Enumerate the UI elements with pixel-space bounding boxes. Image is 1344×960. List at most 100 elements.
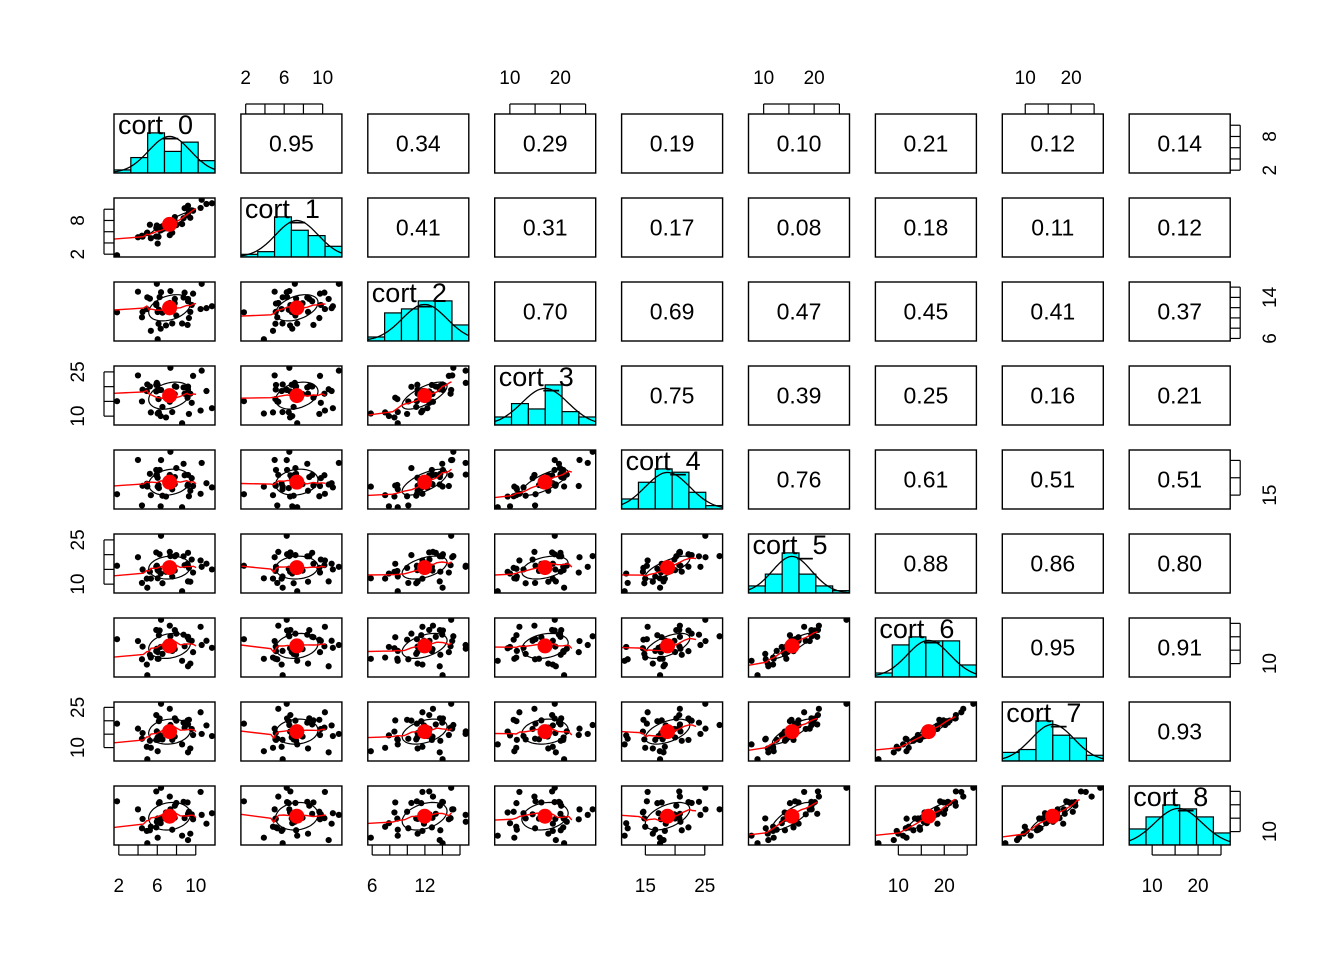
axis-bottom-cort_2: 6 12 [367, 845, 461, 897]
correlation-panel: 0.17 [620, 197, 724, 258]
data-point [510, 808, 517, 815]
data-point [801, 623, 808, 630]
mean-point [660, 560, 676, 576]
correlation-panel: 0.25 [874, 365, 978, 426]
mean-point [162, 808, 178, 824]
data-point [450, 450, 457, 455]
scatter-panel [620, 617, 724, 678]
correlation-panel: 0.75 [620, 365, 724, 426]
axis-right-cort_0: 28 [1230, 124, 1281, 175]
correlation-value: 0.95 [269, 131, 314, 157]
correlation-value: 0.31 [523, 215, 568, 241]
data-point [325, 749, 332, 756]
data-point [408, 630, 415, 637]
data-point [414, 745, 421, 752]
data-point [576, 456, 583, 464]
correlation-value: 0.95 [1030, 635, 1075, 661]
scatter-points [240, 450, 342, 509]
tick-label: 6 [279, 68, 290, 89]
histogram-bar [798, 573, 817, 593]
tick-label: 25 [68, 697, 89, 718]
data-point [166, 622, 173, 629]
data-point [748, 657, 755, 664]
data-point [702, 554, 709, 561]
scatter-panel [113, 701, 216, 762]
data-point [584, 563, 591, 570]
data-point [310, 560, 317, 567]
scatter-panel [620, 785, 724, 846]
data-point [802, 637, 809, 644]
scatter-points [621, 534, 723, 593]
data-point [656, 756, 664, 761]
scatter-points [114, 786, 215, 845]
data-point [445, 731, 452, 739]
correlation-value: 0.16 [1030, 383, 1075, 409]
data-point [189, 731, 197, 739]
data-point [114, 309, 121, 316]
data-point [1097, 786, 1104, 791]
tick-label: 2 [68, 249, 89, 260]
correlation-panel: 0.21 [1128, 365, 1231, 426]
data-point [240, 309, 248, 316]
scatter-panel [494, 617, 597, 678]
data-point [203, 387, 210, 395]
panel-border [494, 785, 597, 846]
data-point [716, 721, 723, 729]
data-point [513, 736, 520, 743]
data-point [905, 744, 912, 751]
data-point [494, 504, 501, 509]
histogram-panel-cort_5: cort_5 [747, 530, 851, 594]
data-point [516, 623, 523, 630]
data-point [439, 672, 446, 677]
scatter-panel [367, 533, 470, 594]
histogram-bars [1002, 720, 1104, 761]
correlation-panel: 0.45 [874, 281, 978, 342]
data-point [621, 657, 628, 664]
data-point [960, 793, 967, 800]
panel-border [113, 197, 216, 258]
tick-label: 10 [499, 68, 520, 89]
data-point [549, 722, 556, 729]
correlation-panel: 0.18 [874, 197, 978, 258]
data-point [240, 798, 248, 805]
mean-point [289, 474, 305, 490]
data-point [179, 588, 186, 593]
data-point [788, 716, 795, 723]
data-point [367, 410, 374, 417]
data-point [166, 232, 173, 239]
data-point [169, 408, 176, 416]
data-point [765, 836, 772, 844]
data-point [790, 824, 797, 831]
data-point [154, 748, 161, 755]
data-point [144, 381, 151, 388]
data-point [208, 810, 215, 817]
scatter-panel [113, 197, 216, 258]
data-point [181, 289, 188, 296]
data-point [328, 305, 335, 312]
data-point [278, 480, 285, 487]
panel-border [1128, 197, 1231, 258]
data-point [762, 650, 769, 657]
panel-border [494, 365, 597, 426]
data-point [408, 464, 415, 472]
scatter-panel [113, 617, 216, 678]
data-point [902, 735, 909, 742]
data-point [1023, 827, 1030, 835]
data-point [198, 198, 205, 203]
mean-point [537, 724, 553, 740]
panel-border [874, 449, 978, 510]
data-point [531, 622, 538, 629]
data-point [1088, 793, 1095, 800]
panel-border [240, 113, 343, 174]
data-point [545, 830, 552, 837]
data-point [702, 618, 709, 623]
correlation-value: 0.88 [904, 551, 949, 577]
correlation-panel: 0.19 [620, 113, 724, 174]
data-point [462, 379, 469, 386]
tick-label: 10 [68, 574, 89, 595]
panel-border [874, 281, 978, 342]
data-point [970, 702, 977, 707]
panel-border [620, 701, 724, 762]
data-point [208, 566, 215, 573]
data-point [143, 661, 150, 668]
